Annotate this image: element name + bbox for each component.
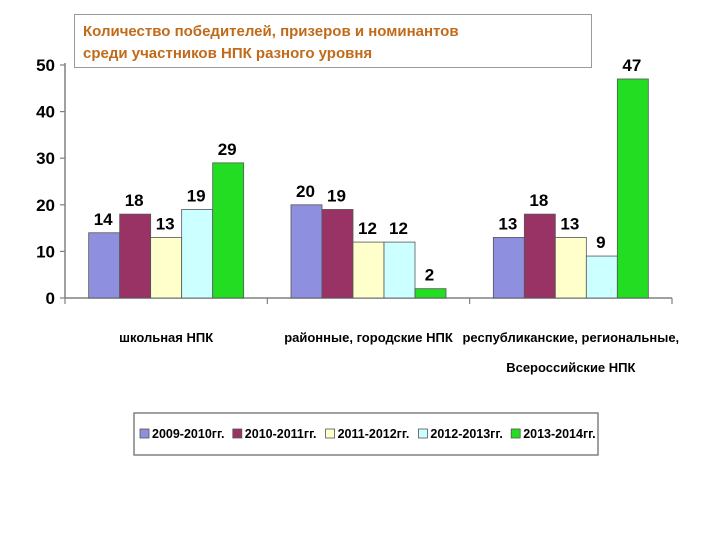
data-label: 2 xyxy=(425,266,434,285)
chart-title: Количество победителей, призеров и номин… xyxy=(74,14,592,68)
legend-label: 2011-2012гг. xyxy=(338,427,410,441)
data-label: 19 xyxy=(187,186,206,205)
bar xyxy=(585,255,618,299)
legend-swatch xyxy=(139,428,150,439)
legend-label: 2012-2013гг. xyxy=(430,427,502,441)
legend: 2009-2010гг. 2010-2011гг. 2011-2012гг. 2012… xyxy=(133,412,599,456)
bar xyxy=(414,288,447,299)
bar xyxy=(554,237,587,299)
category-label: республиканские, региональные, xyxy=(462,330,679,345)
bar xyxy=(290,204,323,299)
bar xyxy=(492,237,525,299)
data-label: 13 xyxy=(560,214,579,233)
data-label: 20 xyxy=(296,182,315,201)
data-label: 29 xyxy=(218,140,237,159)
bar xyxy=(150,237,183,299)
legend-box xyxy=(133,412,599,456)
data-label: 12 xyxy=(358,219,377,238)
bar xyxy=(212,162,245,299)
data-label: 14 xyxy=(94,210,113,229)
data-label: 9 xyxy=(596,233,605,252)
legend-swatch xyxy=(325,428,336,439)
legend-label: 2010-2011гг. xyxy=(245,427,317,441)
y-tick-label: 20 xyxy=(36,196,55,215)
y-tick-label: 40 xyxy=(36,103,55,122)
y-tick-label: 0 xyxy=(46,289,55,308)
legend-label: 2013-2014гг. xyxy=(523,427,595,441)
category-label: школьная НПК xyxy=(119,330,213,345)
bar xyxy=(383,241,416,299)
legend-swatch xyxy=(417,428,428,439)
category-label: Всероссийские НПК xyxy=(506,360,635,375)
category-label: районные, городские НПК xyxy=(284,330,453,345)
data-label: 18 xyxy=(125,191,144,210)
bar xyxy=(523,213,556,299)
data-label: 13 xyxy=(156,214,175,233)
bar xyxy=(352,241,385,299)
bar xyxy=(181,209,214,299)
bar xyxy=(88,232,121,299)
bar xyxy=(616,78,649,299)
bar xyxy=(119,213,152,299)
legend-label: 2009-2010гг. xyxy=(152,427,224,441)
data-label: 47 xyxy=(622,56,641,75)
bar xyxy=(321,209,354,299)
y-tick-label: 30 xyxy=(36,149,55,168)
data-label: 19 xyxy=(327,186,346,205)
y-tick-label: 50 xyxy=(36,56,55,75)
legend-swatch xyxy=(232,428,243,439)
chart-title-line-1: Количество победителей, призеров и номин… xyxy=(83,23,459,40)
legend-swatch xyxy=(510,428,521,439)
data-label: 12 xyxy=(389,219,408,238)
data-label: 18 xyxy=(529,191,548,210)
data-label: 13 xyxy=(498,214,517,233)
chart-title-line-2: среди участников НПК разного уровня xyxy=(83,45,373,62)
y-tick-label: 10 xyxy=(36,242,55,261)
